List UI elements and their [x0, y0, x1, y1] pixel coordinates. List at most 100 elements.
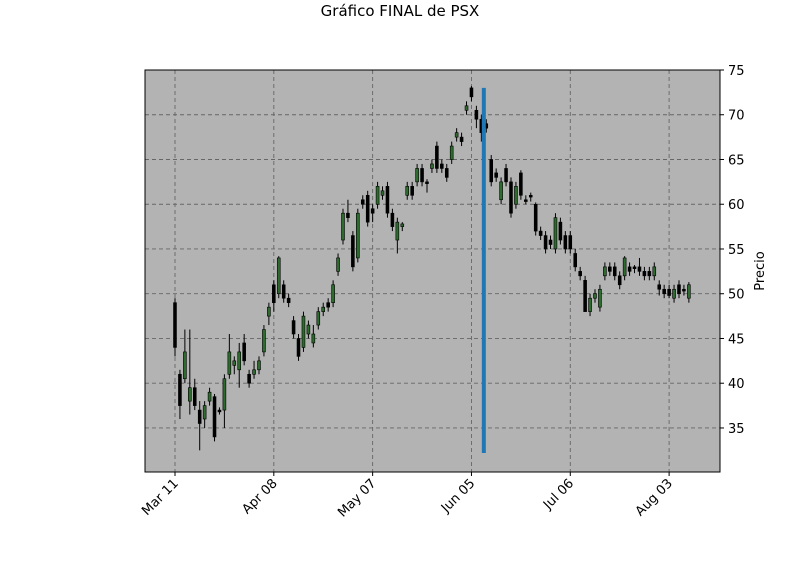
candle-body — [380, 190, 385, 196]
candle-body — [336, 257, 340, 272]
y-tick-label: 35 — [728, 422, 745, 437]
candle-body — [489, 159, 494, 183]
x-tick-label: Apr 08 — [240, 476, 281, 517]
x-tick-label: May 07 — [335, 476, 379, 520]
candle-body — [627, 266, 632, 272]
candle-body — [637, 266, 642, 272]
candle-body — [346, 212, 350, 218]
candle-body — [469, 87, 474, 98]
candle-body — [326, 302, 330, 308]
candle-body — [301, 315, 306, 348]
candle-body — [276, 257, 281, 295]
candle-body — [578, 271, 582, 277]
candle-body — [183, 351, 187, 380]
candle-body — [563, 235, 568, 250]
candle-body — [647, 271, 652, 277]
candle-body — [237, 351, 242, 371]
candle-body — [677, 284, 681, 295]
candle-body — [538, 230, 543, 236]
candle-body — [608, 266, 612, 272]
candle-body — [272, 284, 276, 303]
y-tick-label: 55 — [728, 243, 745, 258]
candle-body — [568, 235, 573, 250]
candle-body — [197, 409, 202, 424]
candle-body — [370, 208, 375, 214]
candle-body — [252, 369, 256, 375]
candle-body — [375, 186, 380, 205]
candle-body — [687, 284, 691, 299]
candle-body — [682, 288, 686, 292]
y-tick-label: 65 — [728, 153, 745, 168]
candle-body — [553, 217, 558, 250]
chart-title: Gráfico FINAL de PSX — [321, 2, 480, 20]
candle-body — [400, 223, 405, 227]
candle-body — [291, 320, 296, 335]
candle-body — [440, 163, 444, 169]
candle-body — [652, 266, 657, 277]
candle-body — [454, 132, 459, 138]
y-tick-label: 60 — [728, 198, 745, 213]
candle-body — [528, 194, 533, 198]
candle-body — [612, 266, 617, 277]
candle-body — [449, 145, 454, 160]
x-tick-label: Jul 06 — [540, 476, 577, 513]
candle-body — [662, 288, 666, 295]
candle-body — [657, 284, 662, 290]
candle-body — [385, 186, 390, 214]
x-tick-label: Aug 03 — [633, 476, 676, 519]
candle-body — [395, 221, 400, 241]
candle-body — [356, 212, 360, 259]
candle-body — [444, 168, 449, 178]
candle-body — [188, 387, 192, 402]
candle-body — [286, 297, 291, 303]
candle-body — [415, 168, 419, 183]
candle-body — [242, 342, 246, 362]
y-tick-label: 45 — [728, 332, 745, 347]
candle-body — [178, 373, 182, 406]
x-tick-label: Mar 11 — [139, 476, 182, 519]
plot-background — [145, 70, 720, 472]
candle-body — [543, 235, 548, 250]
candle-body — [306, 324, 311, 335]
candle-body — [341, 212, 345, 241]
candle-body — [603, 266, 607, 277]
candle-body — [405, 186, 410, 196]
candle-body — [474, 109, 479, 120]
y-tick-label: 50 — [728, 288, 745, 303]
candle-body — [509, 181, 513, 214]
candle-body — [514, 186, 518, 205]
candle-body — [390, 212, 395, 227]
candle-body — [331, 284, 335, 303]
candle-body — [267, 306, 271, 317]
candle-body — [548, 239, 553, 245]
candle-body — [351, 235, 355, 268]
candle-body — [420, 168, 424, 183]
candle-body — [617, 275, 622, 286]
candle-body — [192, 387, 197, 406]
candle-body — [598, 288, 602, 308]
candle-body — [232, 360, 237, 366]
candle-body — [464, 105, 469, 111]
candle-body — [622, 257, 627, 277]
candle-body — [247, 373, 251, 384]
y-tick-label: 40 — [728, 377, 745, 392]
candle-body — [321, 306, 326, 312]
candle-body — [435, 145, 439, 169]
candle-body — [173, 302, 177, 348]
candle-body — [227, 351, 232, 375]
candle-body — [212, 396, 217, 438]
y-tick-label: 70 — [728, 109, 745, 124]
x-tick-label: Jun 05 — [438, 476, 478, 516]
candle-body — [202, 405, 207, 420]
candle-body — [667, 288, 671, 296]
candle-body — [504, 168, 508, 183]
candle-body — [281, 284, 286, 299]
candle-body — [573, 253, 578, 268]
candle-body — [524, 199, 528, 202]
candle-body — [257, 360, 261, 371]
candle-body — [533, 203, 538, 232]
candle-body — [672, 288, 676, 299]
candle-body — [217, 409, 222, 413]
candle-body — [316, 311, 321, 326]
